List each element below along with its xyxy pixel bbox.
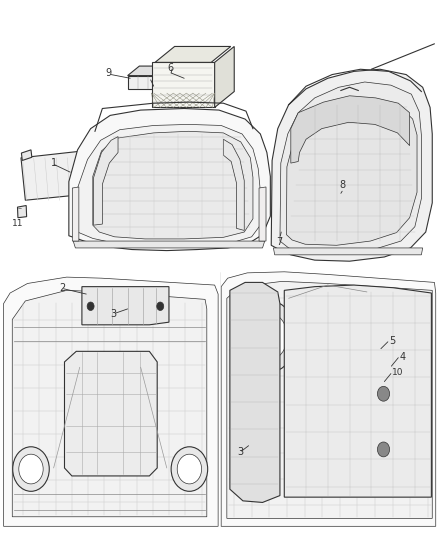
Text: 7: 7 (276, 237, 283, 247)
Polygon shape (21, 150, 95, 200)
Polygon shape (64, 351, 157, 476)
Polygon shape (12, 290, 207, 517)
Text: 10: 10 (392, 368, 403, 377)
Circle shape (238, 301, 297, 373)
Polygon shape (69, 109, 270, 251)
Polygon shape (291, 96, 410, 163)
Polygon shape (280, 82, 421, 254)
Text: 2: 2 (59, 282, 65, 293)
Polygon shape (227, 281, 432, 519)
Circle shape (13, 447, 49, 491)
Polygon shape (93, 131, 253, 239)
Polygon shape (271, 69, 432, 261)
Polygon shape (230, 282, 280, 503)
Polygon shape (4, 277, 218, 526)
Text: 3: 3 (111, 309, 117, 319)
Polygon shape (127, 76, 169, 89)
Polygon shape (223, 139, 244, 230)
Circle shape (87, 302, 94, 311)
Circle shape (90, 397, 129, 444)
Circle shape (378, 442, 390, 457)
Text: 4: 4 (399, 352, 406, 361)
Text: 8: 8 (339, 180, 345, 190)
Polygon shape (155, 46, 231, 62)
Text: 3: 3 (237, 447, 243, 457)
Text: 5: 5 (389, 336, 395, 346)
Text: 9: 9 (106, 68, 112, 78)
Polygon shape (284, 285, 431, 497)
Circle shape (248, 313, 287, 360)
Polygon shape (127, 66, 181, 76)
Polygon shape (273, 248, 423, 255)
Polygon shape (18, 206, 27, 217)
Polygon shape (221, 272, 436, 526)
Circle shape (171, 447, 208, 491)
Polygon shape (72, 187, 79, 241)
Polygon shape (259, 187, 266, 241)
Polygon shape (169, 66, 181, 89)
Polygon shape (78, 124, 260, 245)
Circle shape (19, 454, 43, 484)
Text: 6: 6 (167, 63, 173, 72)
Polygon shape (286, 103, 417, 245)
Circle shape (80, 384, 139, 456)
Polygon shape (215, 46, 234, 108)
Text: 1: 1 (50, 158, 57, 168)
Polygon shape (21, 150, 32, 160)
Text: 11: 11 (12, 219, 24, 228)
Circle shape (157, 302, 164, 311)
Polygon shape (152, 62, 215, 108)
Polygon shape (94, 136, 118, 225)
Polygon shape (73, 241, 265, 248)
Circle shape (378, 386, 390, 401)
Circle shape (177, 454, 201, 484)
Polygon shape (82, 287, 169, 325)
